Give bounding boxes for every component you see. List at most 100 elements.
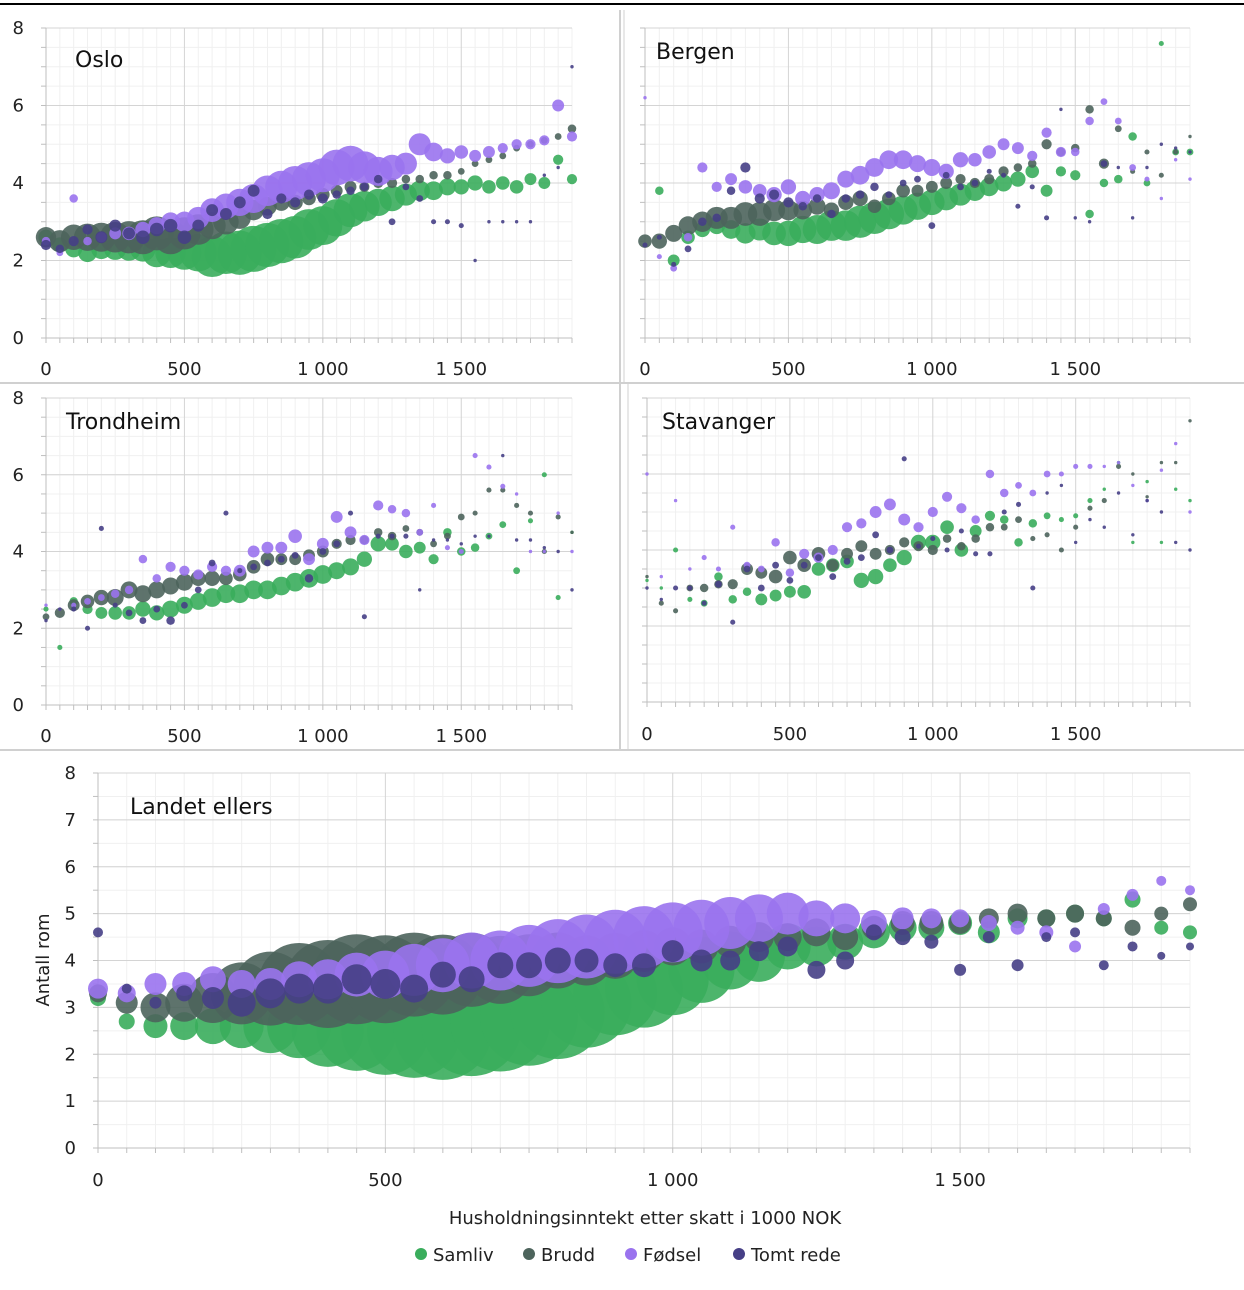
data-point — [941, 491, 953, 502]
data-point — [346, 186, 355, 195]
data-point — [879, 150, 899, 170]
data-point — [1037, 909, 1056, 928]
data-point — [84, 625, 91, 631]
data-point — [95, 606, 108, 619]
series-tomt-rede — [642, 107, 1192, 267]
data-point — [667, 254, 680, 267]
data-point — [201, 987, 224, 1009]
legend-label-fodsel: Fødsel — [643, 1245, 701, 1266]
data-point — [175, 573, 193, 591]
data-point — [542, 549, 547, 554]
data-point — [985, 469, 995, 479]
data-point — [944, 547, 950, 553]
data-point — [857, 554, 865, 561]
data-point — [152, 574, 161, 583]
data-point — [1173, 149, 1179, 155]
data-point — [121, 983, 132, 994]
data-point — [882, 191, 896, 206]
data-point — [403, 533, 409, 539]
data-point — [1010, 920, 1025, 935]
x-tick-label: 0 — [40, 726, 51, 747]
data-point — [524, 173, 537, 186]
data-point — [443, 171, 452, 180]
data-point — [1100, 160, 1108, 168]
data-point — [715, 580, 722, 588]
data-point — [482, 146, 495, 158]
data-point — [418, 588, 422, 592]
data-point — [220, 565, 232, 576]
data-point — [199, 966, 226, 993]
data-point — [603, 953, 628, 978]
data-point — [439, 148, 456, 164]
data-point — [370, 968, 401, 999]
data-point — [472, 453, 478, 459]
data-point — [1188, 134, 1192, 139]
data-point — [772, 561, 780, 569]
data-point — [984, 174, 995, 185]
data-point — [57, 644, 63, 650]
x-tick-label: 1 500 — [435, 359, 487, 380]
data-point — [670, 264, 678, 272]
data-point — [1087, 220, 1092, 224]
data-point — [112, 602, 118, 608]
data-point — [458, 966, 485, 993]
data-point — [870, 182, 879, 192]
data-point — [500, 487, 506, 493]
data-point — [658, 600, 664, 606]
data-point — [93, 927, 103, 938]
data-point — [1073, 216, 1077, 220]
x-tick-label: 0 — [641, 724, 652, 745]
data-point — [1069, 940, 1082, 953]
data-point — [149, 222, 164, 237]
data-point — [458, 223, 464, 229]
data-point — [82, 224, 93, 235]
data-point — [44, 603, 48, 607]
data-point — [797, 585, 811, 599]
data-point — [1173, 158, 1178, 162]
y-tick-label: 2 — [13, 618, 24, 639]
data-point — [264, 559, 271, 567]
data-point — [1116, 165, 1120, 170]
data-point — [899, 537, 910, 548]
data-point — [316, 537, 329, 550]
data-point — [925, 180, 938, 193]
series-fodsel — [645, 441, 1192, 579]
data-point — [655, 186, 664, 195]
data-point — [1174, 441, 1178, 446]
data-point — [1188, 177, 1192, 181]
data-point — [836, 951, 855, 970]
data-point — [1070, 170, 1081, 181]
x-axis-label: Husholdningsinntekt etter skatt i 1000 N… — [449, 1208, 843, 1229]
data-point — [914, 175, 921, 183]
data-point — [227, 988, 256, 1017]
data-point — [1174, 487, 1178, 491]
data-point — [711, 181, 722, 192]
data-point — [139, 617, 147, 624]
data-point — [394, 152, 417, 175]
data-point — [313, 565, 333, 584]
data-point — [1027, 159, 1037, 168]
data-point — [661, 940, 684, 963]
y-tick-label: 6 — [13, 465, 24, 486]
data-point — [673, 585, 679, 591]
data-point — [208, 559, 216, 567]
y-tick-label: 5 — [65, 904, 76, 925]
data-point — [514, 220, 519, 224]
data-point — [247, 184, 260, 197]
data-point — [330, 511, 343, 523]
legend-label-samliv: Samliv — [433, 1245, 494, 1266]
data-point — [1159, 196, 1164, 201]
data-point — [645, 472, 649, 476]
data-point — [165, 561, 176, 572]
data-point — [216, 584, 236, 604]
legend-marker-samliv — [415, 1248, 427, 1260]
data-point — [262, 208, 273, 220]
data-point — [399, 544, 413, 559]
data-point — [687, 585, 693, 591]
data-point — [290, 197, 301, 208]
legend-label-tomt-rede: Tomt rede — [750, 1245, 841, 1266]
data-point — [909, 155, 926, 173]
data-point — [552, 99, 565, 112]
data-point — [361, 614, 367, 620]
data-point — [431, 219, 437, 225]
